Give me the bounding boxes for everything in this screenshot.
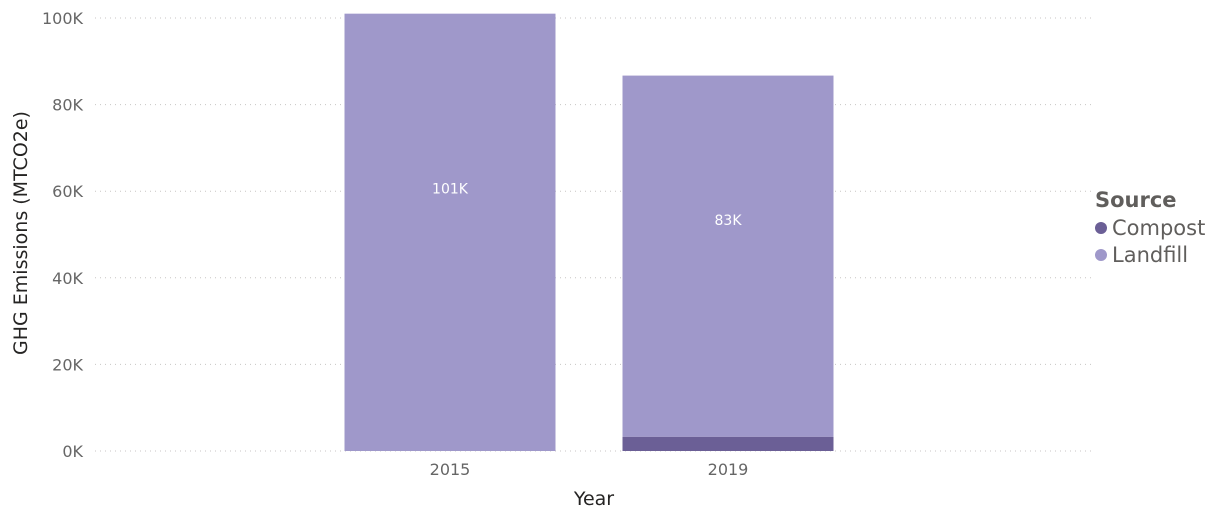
bar-landfill-2019	[622, 75, 834, 437]
gridlines	[95, 17, 1095, 452]
data-label: 83K	[715, 213, 743, 229]
y-tick-label: 0K	[62, 442, 83, 461]
data-labels: 101K 83K	[432, 182, 742, 229]
x-axis-ticks: 2015 2019	[430, 460, 749, 479]
y-axis-title: GHG Emissions (MTCO2e)	[10, 111, 32, 355]
x-tick-label: 2019	[708, 460, 749, 479]
legend-marker	[1095, 221, 1107, 234]
y-axis-ticks: 0K 20K 40K 60K 80K 100K	[42, 9, 84, 461]
legend-marker	[1095, 248, 1107, 261]
y-tick-label: 80K	[52, 96, 83, 115]
bar-compost-2019	[622, 436, 834, 451]
legend-title: Source	[1095, 188, 1177, 212]
x-tick-label: 2015	[430, 460, 471, 479]
bar-landfill-2015	[344, 13, 556, 451]
legend-label: Compost	[1112, 215, 1206, 240]
data-label: 101K	[432, 182, 469, 198]
legend-items: Compost Landfill	[1095, 214, 1205, 268]
y-tick-label: 100K	[42, 9, 84, 28]
x-axis-title: Year	[573, 488, 614, 510]
legend-item-compost: Compost	[1095, 214, 1205, 241]
y-tick-label: 60K	[52, 182, 83, 201]
bars	[344, 13, 834, 451]
y-tick-label: 40K	[52, 269, 83, 288]
legend-item-landfill: Landfill	[1095, 241, 1205, 268]
legend-label: Landfill	[1112, 242, 1189, 267]
legend: Source Compost Landfill	[1095, 188, 1205, 268]
y-tick-label: 20K	[52, 355, 83, 374]
